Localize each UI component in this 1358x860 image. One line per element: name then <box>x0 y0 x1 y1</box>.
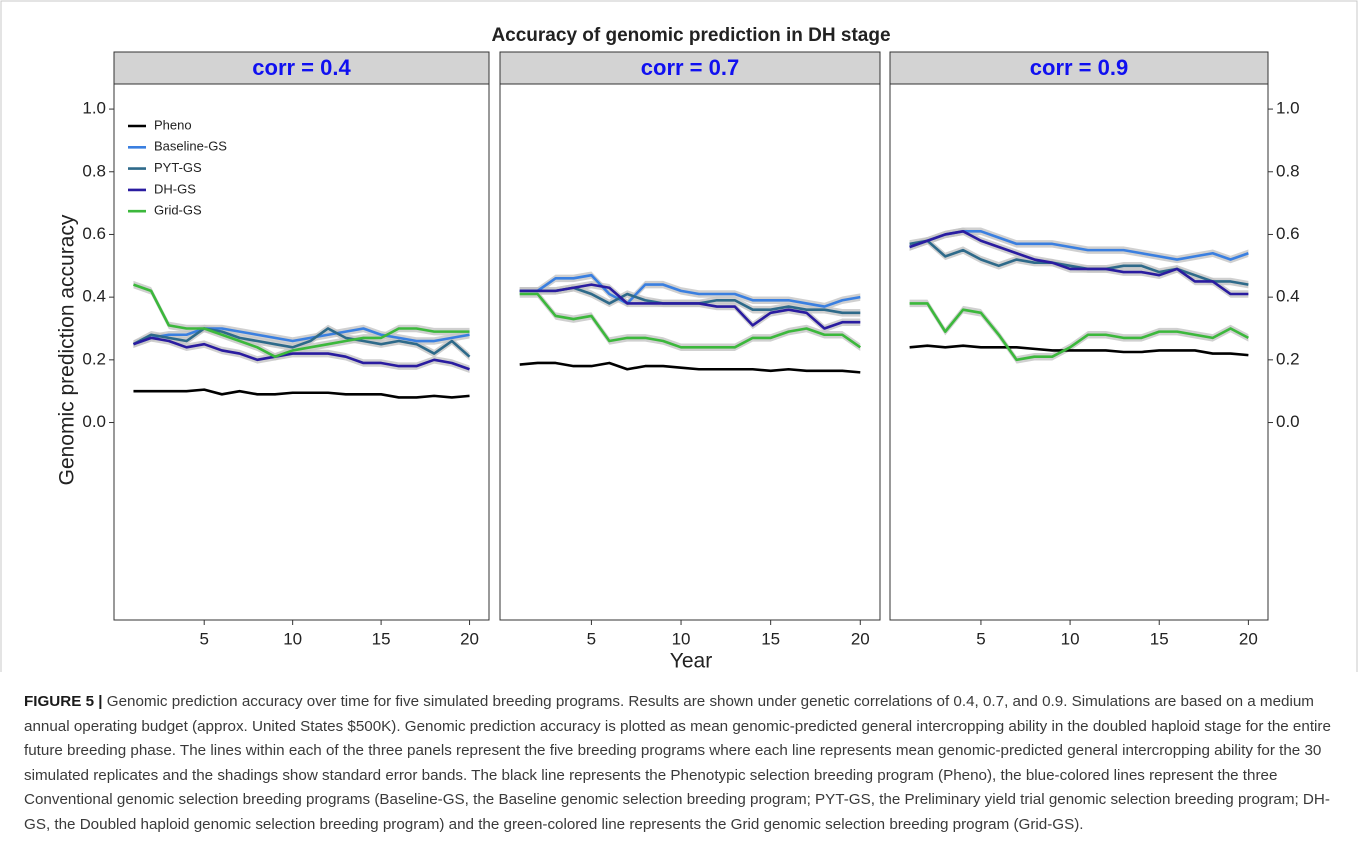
panel-title: corr = 0.9 <box>1030 55 1128 80</box>
y-tick-label: 0.4 <box>82 287 106 306</box>
legend-label: Pheno <box>154 117 192 132</box>
series-line <box>133 327 470 346</box>
x-tick-label: 5 <box>976 629 985 648</box>
x-tick-label: 5 <box>199 629 208 648</box>
series-line <box>519 273 861 308</box>
legend-label: DH-GS <box>154 181 196 196</box>
x-axis-label: Year <box>670 650 712 672</box>
series-line <box>909 239 1249 286</box>
x-tick-label: 20 <box>1239 629 1258 648</box>
series-line <box>519 283 861 330</box>
x-tick-label: 15 <box>761 629 780 648</box>
y-tick-label: 0.2 <box>82 349 106 368</box>
series-line <box>519 361 861 374</box>
series-line <box>133 388 470 399</box>
caption-label: FIGURE 5 | <box>24 693 103 710</box>
y-tick-label: 1.0 <box>1276 99 1300 118</box>
y-tick-label: 0.0 <box>82 412 106 431</box>
y-tick-label: 0.4 <box>1276 287 1300 306</box>
x-tick-label: 10 <box>283 629 302 648</box>
caption-text: Genomic prediction accuracy over time fo… <box>24 693 1331 833</box>
series-line <box>909 344 1249 357</box>
x-tick-label: 20 <box>460 629 479 648</box>
error-band <box>519 280 861 333</box>
legend-label: Baseline-GS <box>154 139 227 154</box>
y-tick-label: 0.6 <box>82 224 106 243</box>
series-line <box>909 230 1249 296</box>
x-tick-label: 15 <box>372 629 391 648</box>
y-tick-label: 0.6 <box>1276 224 1300 243</box>
y-tick-label: 1.0 <box>82 99 106 118</box>
figure: Accuracy of genomic prediction in DH sta… <box>0 0 1358 672</box>
panel-title: corr = 0.4 <box>252 55 351 80</box>
figure-title: Accuracy of genomic prediction in DH sta… <box>491 25 890 46</box>
x-tick-label: 10 <box>672 629 691 648</box>
y-tick-label: 0.8 <box>1276 161 1300 180</box>
frame <box>0 0 1358 672</box>
y-tick-label: 0.8 <box>82 161 106 180</box>
x-tick-label: 20 <box>851 629 870 648</box>
strip <box>499 51 881 85</box>
series-line <box>909 230 1249 261</box>
legend-label: Grid-GS <box>154 203 202 218</box>
series-line <box>133 283 470 359</box>
series-line <box>132 327 471 358</box>
x-tick-label: 5 <box>587 629 596 648</box>
series-line <box>519 292 862 349</box>
legend-label: PYT-GS <box>154 160 202 175</box>
y-tick-label: 0.2 <box>1276 349 1300 368</box>
series-line <box>909 302 1249 362</box>
plot-area <box>499 83 881 621</box>
x-tick-label: 15 <box>1150 629 1169 648</box>
y-axis-label: Genomic prediction accuracy <box>56 214 79 485</box>
caption: FIGURE 5 | Genomic prediction accuracy o… <box>24 690 1336 837</box>
y-tick-label: 0.0 <box>1276 412 1300 431</box>
strip <box>889 51 1269 85</box>
x-tick-label: 10 <box>1061 629 1080 648</box>
series-line <box>133 336 470 371</box>
panel-title: corr = 0.7 <box>641 55 739 80</box>
